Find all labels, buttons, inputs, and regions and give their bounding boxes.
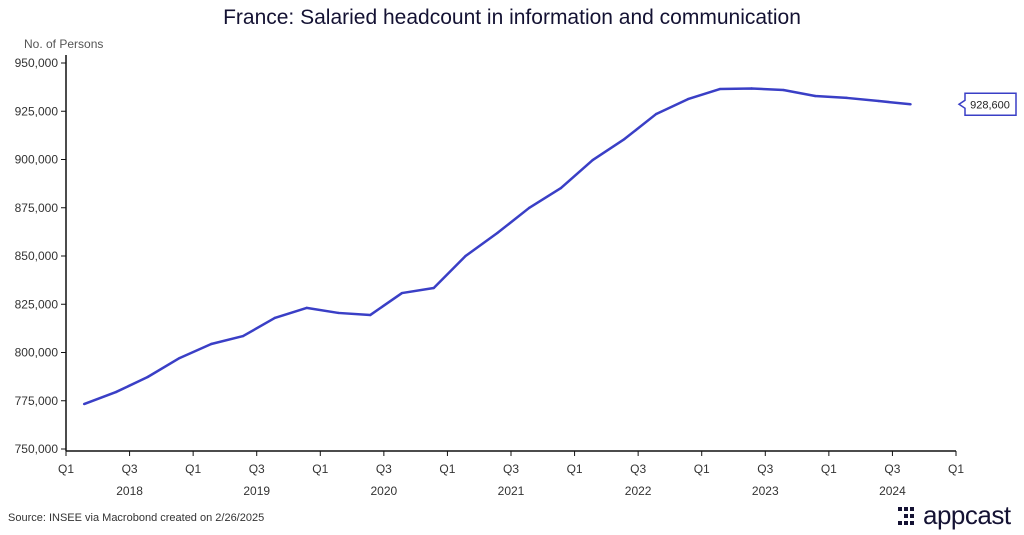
data-point — [210, 342, 213, 346]
data-point — [82, 402, 86, 406]
data-point — [655, 112, 658, 116]
y-tick-label: 750,000 — [15, 442, 59, 456]
x-year-label: 2018 — [116, 484, 143, 498]
x-tick-label: Q1 — [185, 462, 201, 476]
chart-title: France: Salaried headcount in informatio… — [223, 6, 801, 29]
data-point — [178, 356, 181, 360]
x-year-label: 2024 — [879, 484, 906, 498]
x-tick-label: Q3 — [757, 462, 773, 476]
data-point — [559, 186, 563, 190]
data-point — [432, 286, 435, 290]
data-point — [496, 231, 499, 235]
y-tick-label: 850,000 — [15, 249, 59, 263]
x-tick-label: Q1 — [439, 462, 455, 476]
y-tick-label: 825,000 — [15, 297, 59, 311]
data-point — [273, 316, 277, 320]
data-point — [877, 99, 880, 103]
x-tick-label: Q1 — [312, 462, 328, 476]
data-point — [623, 137, 626, 141]
logo-text: appcast — [923, 500, 1011, 530]
x-year-label: 2019 — [243, 484, 270, 498]
appcast-logo: appcast — [898, 500, 1011, 531]
source-note: Source: INSEE via Macrobond created on 2… — [8, 512, 265, 524]
data-point — [241, 334, 245, 338]
x-tick-label: Q1 — [58, 462, 74, 476]
data-point — [686, 97, 690, 101]
data-point — [305, 306, 308, 310]
x-tick-label: Q1 — [567, 462, 583, 476]
y-tick-label: 950,000 — [15, 56, 59, 70]
series-line — [83, 87, 911, 406]
data-point — [909, 103, 912, 106]
x-tick-label: Q3 — [122, 462, 138, 476]
data-point — [750, 87, 753, 90]
x-tick-label: Q3 — [503, 462, 519, 476]
data-point — [845, 96, 849, 100]
x-tick-label: Q3 — [884, 462, 900, 476]
x-year-label: 2020 — [371, 484, 398, 498]
x-year-label: 2023 — [752, 484, 779, 498]
x-tick-label: Q1 — [694, 462, 710, 476]
data-point — [527, 206, 531, 210]
data-point — [464, 254, 467, 258]
line-chart: No. of Persons 750,000 775,000 800,000 825,… — [15, 37, 1017, 498]
x-tick-label: Q1 — [821, 462, 837, 476]
data-point — [146, 375, 149, 379]
data-point — [400, 291, 404, 295]
last-value-callout — [957, 92, 1017, 117]
data-point — [782, 88, 785, 92]
appcast-logo-icon — [898, 506, 914, 525]
x-tick-label: Q3 — [630, 462, 646, 476]
y-tick-label: 900,000 — [15, 153, 59, 167]
x-year-label: 2021 — [498, 484, 525, 498]
data-point — [591, 158, 594, 162]
y-tick-label: 875,000 — [15, 201, 59, 215]
y-axis-label: No. of Persons — [24, 37, 103, 51]
x-year-label: 2022 — [625, 484, 652, 498]
y-tick-label: 800,000 — [15, 346, 59, 360]
x-tick-label: Q3 — [249, 462, 265, 476]
data-point — [718, 87, 722, 91]
data-point — [337, 311, 340, 315]
data-point — [114, 390, 118, 394]
data-point — [813, 94, 817, 98]
x-tick-label: Q1 — [948, 462, 964, 476]
last-value-label: 928,600 — [970, 99, 1010, 111]
y-tick-label: 925,000 — [15, 104, 59, 118]
data-point — [368, 313, 372, 317]
y-tick-label: 775,000 — [15, 394, 59, 408]
x-tick-label: Q3 — [376, 462, 392, 476]
